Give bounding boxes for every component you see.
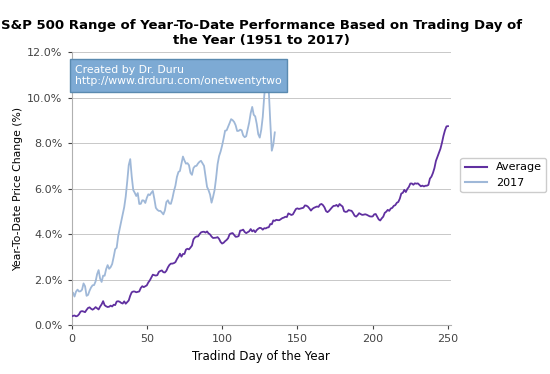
Average bbox=[241, 230, 248, 234]
Average bbox=[293, 207, 299, 211]
2017 bbox=[235, 129, 242, 133]
Line: 2017: 2017 bbox=[72, 82, 275, 297]
Line: Average: Average bbox=[72, 126, 448, 316]
2017 bbox=[261, 94, 267, 98]
Average bbox=[297, 206, 304, 211]
2017 bbox=[148, 191, 155, 195]
2017 bbox=[272, 130, 278, 135]
Y-axis label: Year-To-Date Price Change (%): Year-To-Date Price Change (%) bbox=[13, 107, 23, 271]
Average bbox=[324, 210, 331, 214]
X-axis label: Tradind Day of the Year: Tradind Day of the Year bbox=[192, 350, 330, 363]
2017 bbox=[71, 294, 78, 299]
2017 bbox=[237, 128, 244, 132]
Average bbox=[353, 214, 360, 219]
Average bbox=[73, 314, 79, 319]
Average bbox=[217, 240, 224, 244]
2017 bbox=[94, 272, 101, 276]
Legend: Average, 2017: Average, 2017 bbox=[460, 158, 546, 193]
2017 bbox=[262, 80, 269, 84]
Title: S&P 500 Range of Year-To-Date Performance Based on Trading Day of
the Year (1951: S&P 500 Range of Year-To-Date Performanc… bbox=[1, 19, 522, 47]
Average bbox=[445, 124, 452, 128]
2017 bbox=[68, 291, 75, 296]
Average bbox=[68, 314, 75, 319]
Text: Created by Dr. Duru
http://www.drduru.com/onetwentytwo: Created by Dr. Duru http://www.drduru.co… bbox=[75, 65, 282, 86]
2017 bbox=[234, 129, 240, 133]
